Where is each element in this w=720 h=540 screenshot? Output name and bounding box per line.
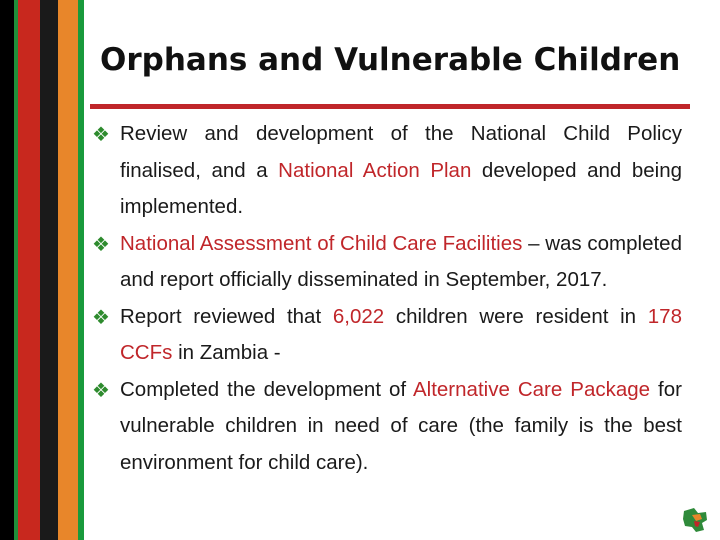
item-text: in Zambia - xyxy=(172,341,281,364)
item-text: Completed the development of xyxy=(120,377,413,401)
zambia-map-icon xyxy=(683,508,707,532)
highlight-text: National Action Plan xyxy=(278,158,472,182)
item-text: – was completed and report officially di… xyxy=(120,231,682,292)
flag-stripe-dark xyxy=(40,0,58,540)
slide-title: Orphans and Vulnerable Children xyxy=(100,42,681,78)
flag-stripe-black xyxy=(0,0,17,540)
item-text: Review and development of the National C… xyxy=(120,122,682,182)
item-text: for vulnerable children in need of care … xyxy=(120,377,682,474)
flag-stripe-red xyxy=(17,0,40,540)
bullet-diamond-icon: ❖ xyxy=(92,304,110,329)
item-text: Report reviewed that xyxy=(120,304,333,328)
flag-stripe-edge xyxy=(14,0,18,540)
highlight-text: 178 CCFs xyxy=(120,304,682,365)
bullet-diamond-icon: ❖ xyxy=(92,377,110,402)
title-underline xyxy=(90,104,690,109)
item-text: developed and being implemented. xyxy=(120,158,683,219)
bullet-diamond-icon: ❖ xyxy=(92,122,110,146)
list-item: ❖ Report reviewed that 6,022 children wer… xyxy=(92,299,682,372)
item-text: children were resident in xyxy=(384,304,648,328)
list-item: ❖ Completed the development of Alternati… xyxy=(92,372,682,482)
highlight-text: Alternative Care Package xyxy=(412,377,651,401)
flag-stripe-orange xyxy=(58,0,78,540)
bullet-diamond-icon: ❖ xyxy=(92,231,110,256)
highlight-text: 6,022 xyxy=(332,304,385,328)
list-item: ❖ Review and development of the National … xyxy=(92,116,682,226)
flag-stripe-green xyxy=(78,0,84,540)
highlight-text: National Assessment of Child Care Facili… xyxy=(120,231,523,255)
bullet-list: ❖ Review and development of the National … xyxy=(92,116,682,481)
list-item: ❖ National Assessment of Child Care Facil… xyxy=(92,226,682,299)
